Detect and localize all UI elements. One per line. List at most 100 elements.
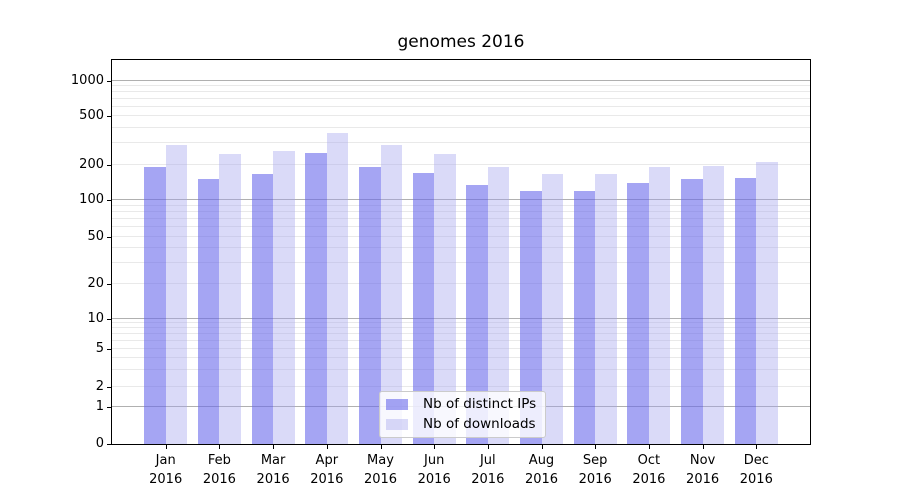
legend-row-downloads: Nb of downloads: [386, 417, 539, 432]
grid-line-minor-9: [112, 322, 810, 324]
bar-nb-of-downloads-may-2016: [380, 144, 402, 444]
x-tick-label-jan-2016: Jan 2016: [134, 451, 198, 489]
x-tick-label-oct-2016: Oct 2016: [617, 451, 681, 489]
grid-line-minor-3: [112, 369, 810, 370]
x-tick-mark-feb-2016: [219, 445, 221, 449]
x-tick-label-year: 2016: [417, 472, 451, 487]
bar-nb-of-distinct-ips-jun-2016: [412, 172, 435, 444]
y-tick-label-500: 500: [79, 108, 104, 123]
x-tick-label-month: Mar: [260, 453, 286, 468]
grid-line-minor-200: [112, 163, 810, 165]
bar-nb-of-distinct-ips-jan-2016: [144, 167, 166, 444]
grid-layer: [112, 60, 810, 444]
x-tick-label-year: 2016: [256, 472, 290, 487]
bars-layer: [112, 60, 810, 444]
grid-line-major-1000: [112, 79, 810, 81]
y-tick-label-50: 50: [87, 229, 104, 244]
bar-nb-of-distinct-ips-may-2016: [359, 167, 381, 444]
grid-line-minor-6: [112, 339, 810, 341]
x-tick-label-sep-2016: Sep 2016: [563, 451, 627, 489]
grid-line-minor-30: [112, 262, 810, 264]
y-tick-label-200: 200: [79, 157, 104, 172]
x-tick-label-year: 2016: [524, 472, 559, 487]
x-tick-label-jul-2016: Jul 2016: [456, 451, 520, 489]
bar-nb-of-downloads-feb-2016: [219, 153, 241, 444]
x-tick-label-month: Dec: [743, 453, 769, 468]
grid-line-major-10: [112, 317, 810, 319]
grid-line-minor-50: [112, 235, 810, 237]
y-tick-mark-5: [107, 349, 112, 350]
grid-line-minor-70: [112, 217, 810, 219]
bar-nb-of-downloads-jul-2016: [487, 167, 510, 444]
x-tick-mark-jun-2016: [434, 445, 436, 449]
x-tick-label-month: Feb: [207, 453, 231, 468]
legend: Nb of distinct IPs Nb of downloads: [379, 391, 546, 438]
grid-line-minor-80: [112, 210, 810, 212]
bar-nb-of-distinct-ips-dec-2016: [734, 177, 757, 444]
legend-row-distinct-ips: Nb of distinct IPs: [386, 397, 539, 412]
grid-line-minor-500: [112, 115, 810, 116]
x-tick-label-year: 2016: [149, 472, 183, 487]
x-tick-label-month: Aug: [528, 453, 555, 468]
grid-line-minor-8: [112, 327, 810, 329]
bar-nb-of-downloads-nov-2016: [702, 165, 725, 444]
y-tick-mark-10: [107, 319, 112, 320]
legend-swatch-downloads: [386, 419, 408, 430]
grid-line-minor-300: [112, 142, 810, 143]
grid-line-minor-20: [112, 283, 810, 284]
x-tick-mark-dec-2016: [756, 445, 758, 449]
y-tick-label-2: 2: [95, 379, 104, 394]
x-tick-label-month: Sep: [582, 453, 608, 468]
y-tick-mark-200: [107, 165, 112, 166]
x-tick-mark-oct-2016: [648, 445, 650, 449]
x-tick-label-nov-2016: Nov 2016: [671, 451, 735, 489]
x-tick-label-apr-2016: Apr 2016: [295, 451, 359, 489]
grid-line-minor-7: [112, 332, 810, 334]
bar-nb-of-downloads-jan-2016: [165, 144, 188, 444]
y-tick-label-10: 10: [87, 311, 104, 326]
legend-label-downloads: Nb of downloads: [423, 416, 536, 432]
grid-line-minor-400: [112, 126, 810, 128]
x-tick-label-year: 2016: [578, 472, 612, 487]
grid-line-minor-900: [112, 85, 810, 87]
x-tick-label-month: Jul: [479, 453, 496, 468]
bar-nb-of-downloads-jun-2016: [434, 153, 456, 444]
legend-swatch-distinct-ips: [386, 399, 408, 410]
x-tick-label-year: 2016: [363, 472, 398, 487]
x-tick-label-year: 2016: [471, 472, 505, 487]
y-tick-mark-50: [107, 237, 112, 238]
bar-nb-of-distinct-ips-feb-2016: [197, 179, 220, 444]
grid-line-minor-800: [112, 91, 810, 93]
x-tick-label-month: Apr: [315, 453, 339, 468]
legend-label-distinct-ips: Nb of distinct IPs: [423, 396, 537, 412]
grid-line-minor-600: [112, 105, 810, 107]
y-tick-label-20: 20: [87, 276, 104, 291]
bar-nb-of-distinct-ips-jul-2016: [466, 184, 488, 444]
x-tick-mark-mar-2016: [273, 445, 275, 449]
x-tick-label-jun-2016: Jun 2016: [402, 451, 466, 489]
grid-line-minor-90: [112, 204, 810, 206]
x-tick-label-month: May: [367, 453, 394, 468]
x-tick-label-year: 2016: [632, 472, 666, 487]
grid-line-minor-40: [112, 247, 810, 249]
x-tick-mark-aug-2016: [541, 445, 543, 449]
bar-nb-of-distinct-ips-oct-2016: [627, 182, 649, 444]
bar-nb-of-downloads-dec-2016: [756, 161, 778, 444]
bar-nb-of-downloads-oct-2016: [648, 167, 671, 444]
y-tick-label-1: 1: [95, 399, 104, 414]
x-tick-label-mar-2016: Mar 2016: [241, 451, 305, 489]
x-tick-label-month: Nov: [689, 453, 716, 468]
x-tick-label-dec-2016: Dec 2016: [724, 451, 788, 489]
bar-nb-of-distinct-ips-mar-2016: [251, 174, 274, 444]
bar-nb-of-distinct-ips-aug-2016: [520, 190, 542, 444]
grid-line-minor-700: [112, 97, 810, 99]
y-tick-label-100: 100: [79, 192, 104, 207]
x-tick-mark-may-2016: [380, 445, 382, 449]
y-tick-mark-20: [107, 284, 112, 285]
x-tick-label-month: Oct: [637, 453, 661, 468]
x-tick-label-feb-2016: Feb 2016: [187, 451, 251, 489]
grid-line-minor-4: [112, 356, 810, 358]
x-tick-mark-nov-2016: [702, 445, 704, 449]
x-tick-label-year: 2016: [310, 472, 344, 487]
